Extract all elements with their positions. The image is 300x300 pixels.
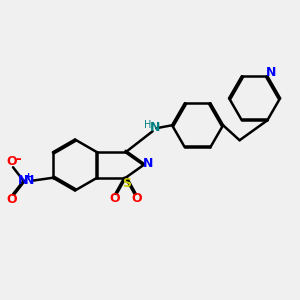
Text: N: N [266, 66, 276, 79]
Text: O: O [6, 193, 17, 206]
Text: O: O [6, 155, 17, 168]
Text: N: N [150, 121, 160, 134]
Text: H: H [144, 120, 152, 130]
Text: N: N [18, 174, 29, 187]
Text: S: S [123, 177, 132, 190]
Text: O: O [109, 192, 120, 205]
Text: +: + [23, 172, 33, 182]
Text: -: - [16, 152, 21, 166]
Text: N: N [24, 174, 34, 187]
Text: O: O [131, 192, 142, 205]
Text: N: N [143, 157, 153, 170]
